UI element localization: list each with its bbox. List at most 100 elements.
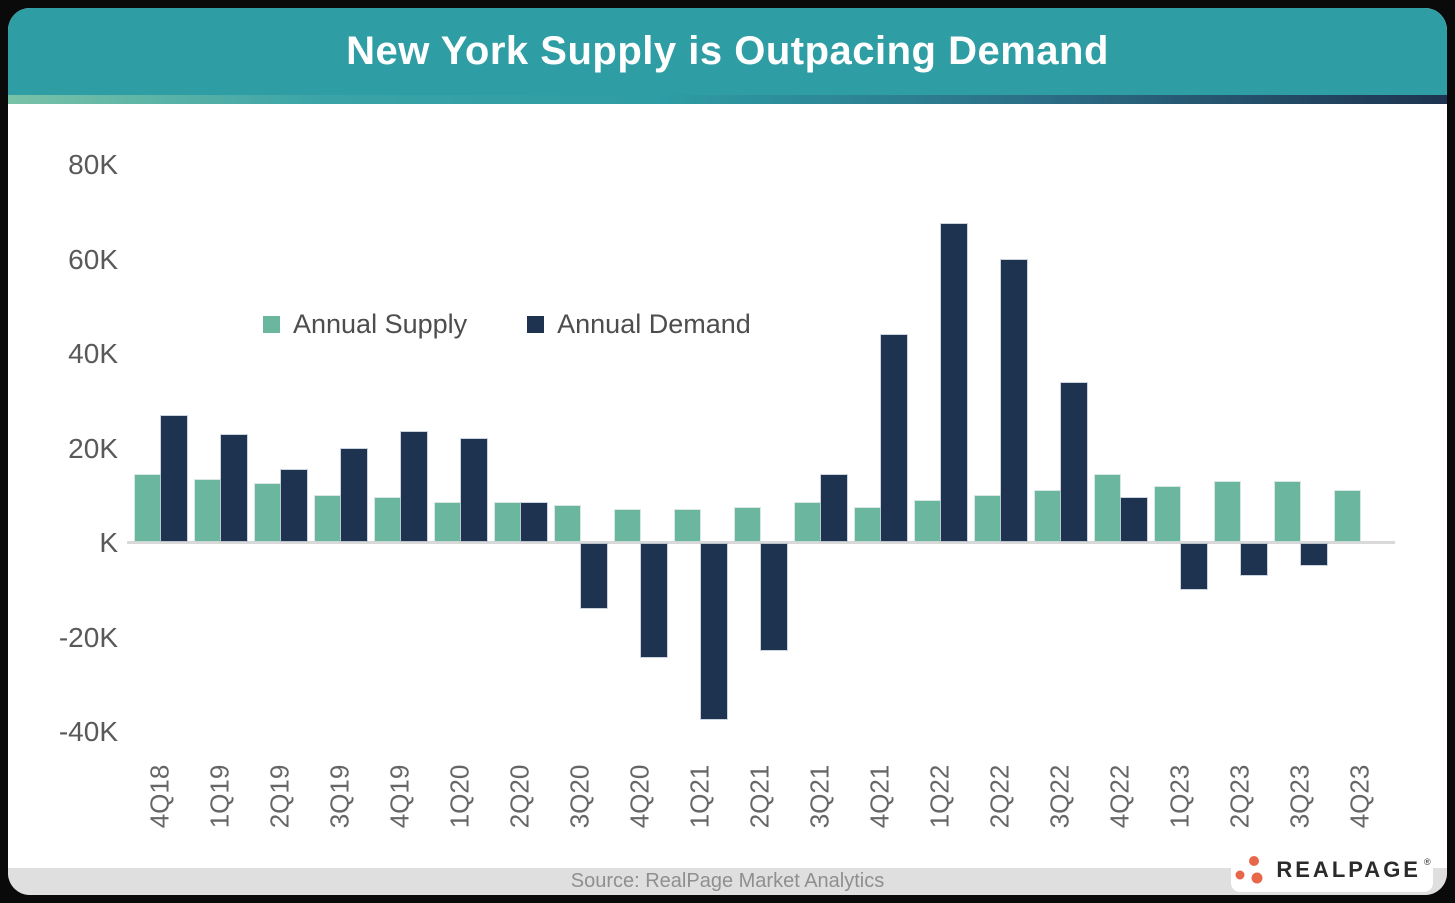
demand-bar-4q22 — [1121, 498, 1147, 541]
x-tick-label: 1Q23 — [1164, 764, 1195, 828]
source-text: Source: RealPage Market Analytics — [570, 870, 885, 892]
supply-swatch-icon — [263, 316, 280, 333]
quarter-group-2q22: 2Q22 — [970, 104, 1030, 868]
supply-bar-4q19 — [375, 498, 400, 541]
demand-bar-3q22 — [1061, 382, 1087, 541]
demand-bar-3q20 — [581, 544, 607, 608]
y-tick-label: 80K — [68, 149, 118, 180]
supply-bar-1q19 — [195, 479, 220, 541]
x-tick-label: 2Q21 — [744, 764, 775, 828]
quarter-group-1q21: 1Q21 — [670, 104, 730, 868]
demand-bar-1q21 — [701, 544, 727, 719]
x-tick-label: 4Q22 — [1104, 764, 1135, 828]
title-bar: New York Supply is Outpacing Demand — [8, 8, 1447, 95]
supply-bar-1q23 — [1155, 486, 1180, 541]
supply-bar-4q20 — [615, 510, 640, 541]
supply-bar-2q23 — [1215, 481, 1240, 541]
y-tick-label: 60K — [68, 243, 118, 275]
x-tick-label: 1Q20 — [444, 764, 475, 828]
realpage-logo: REALPAGE ® — [1231, 848, 1433, 892]
x-tick-label: 2Q19 — [264, 764, 295, 828]
demand-bar-1q22 — [941, 224, 967, 541]
quarter-group-4q18: 4Q18 — [130, 104, 190, 868]
x-axis-line — [127, 541, 1395, 544]
quarter-group-4q19: 4Q19 — [370, 104, 430, 868]
demand-bar-3q21 — [821, 474, 847, 541]
quarter-group-2q19: 2Q19 — [250, 104, 310, 868]
y-tick-label: K — [99, 527, 118, 558]
demand-bar-2q23 — [1241, 544, 1267, 575]
legend-item-supply: Annual Supply — [263, 309, 467, 340]
quarter-group-3q19: 3Q19 — [310, 104, 370, 868]
demand-bar-4q20 — [641, 544, 667, 658]
demand-bar-3q19 — [341, 448, 367, 541]
quarter-group-3q21: 3Q21 — [790, 104, 850, 868]
demand-bar-1q20 — [461, 439, 487, 541]
trademark-symbol: ® — [1423, 857, 1431, 867]
x-tick-label: 1Q19 — [204, 764, 235, 828]
quarter-group-1q20: 1Q20 — [430, 104, 490, 868]
gradient-divider — [8, 95, 1447, 104]
quarter-group-2q21: 2Q21 — [730, 104, 790, 868]
chart-area: 80K 60K 40K 20K K -20K -40K Annual Supply Annu… — [8, 104, 1447, 868]
supply-bar-2q22 — [975, 496, 1000, 541]
demand-swatch-icon — [527, 316, 545, 333]
supply-bar-3q20 — [555, 505, 580, 541]
x-tick-label: 3Q19 — [324, 764, 355, 828]
x-tick-label: 4Q20 — [624, 764, 655, 828]
demand-bar-2q20 — [521, 503, 547, 541]
supply-bar-4q18 — [135, 474, 160, 541]
page-title: New York Supply is Outpacing Demand — [346, 29, 1109, 73]
supply-bar-2q19 — [255, 484, 280, 541]
demand-bar-1q19 — [221, 434, 247, 541]
x-tick-label: 2Q22 — [984, 764, 1015, 828]
x-tick-label: 4Q23 — [1344, 764, 1375, 828]
quarter-group-2q23: 2Q23 — [1210, 104, 1270, 868]
quarter-group-4q23: 4Q23 — [1330, 104, 1390, 868]
realpage-logo-text: REALPAGE — [1276, 857, 1421, 882]
supply-bar-4q23 — [1335, 491, 1360, 541]
demand-bar-2q22 — [1001, 259, 1027, 541]
supply-bar-3q23 — [1275, 481, 1300, 541]
demand-bar-4q19 — [401, 432, 427, 541]
quarter-group-4q20: 4Q20 — [610, 104, 670, 868]
supply-bar-2q20 — [495, 503, 520, 541]
supply-bar-4q22 — [1095, 474, 1120, 541]
quarter-group-1q23: 1Q23 — [1150, 104, 1210, 868]
x-tick-label: 3Q23 — [1284, 764, 1315, 828]
legend-label-supply: Annual Supply — [293, 309, 468, 339]
x-tick-label: 1Q21 — [684, 764, 715, 828]
demand-bar-2q21 — [761, 544, 787, 651]
quarter-group-3q23: 3Q23 — [1270, 104, 1330, 868]
x-tick-label: 4Q21 — [864, 764, 895, 828]
x-tick-label: 3Q20 — [564, 764, 595, 828]
demand-bar-1q23 — [1181, 544, 1207, 589]
demand-bar-4q18 — [161, 415, 187, 541]
y-tick-label: 20K — [68, 432, 118, 464]
realpage-dots-icon — [1235, 856, 1263, 884]
bar-plot: 4Q18 1Q19 2Q19 3Q19 4Q19 1Q20 2Q20 3Q20 4Q20 1Q21… — [130, 104, 1390, 868]
demand-bar-3q23 — [1301, 544, 1327, 566]
quarter-group-1q19: 1Q19 — [190, 104, 250, 868]
chart-card: New York Supply is Outpacing Demand 80K 6… — [8, 8, 1447, 895]
supply-bar-3q19 — [315, 496, 340, 541]
quarter-group-3q22: 3Q22 — [1030, 104, 1090, 868]
supply-bar-3q21 — [795, 503, 820, 541]
legend-label-demand: Annual Demand — [557, 309, 751, 339]
y-tick-label: -40K — [58, 716, 118, 747]
quarter-group-4q21: 4Q21 — [850, 104, 910, 868]
demand-bar-2q19 — [281, 470, 307, 541]
supply-bar-1q20 — [435, 503, 460, 541]
supply-bar-3q22 — [1035, 491, 1060, 541]
demand-bar-4q21 — [881, 335, 907, 541]
quarter-group-3q20: 3Q20 — [550, 104, 610, 868]
quarter-group-4q22: 4Q22 — [1090, 104, 1150, 868]
x-tick-label: 4Q19 — [384, 764, 415, 828]
supply-bar-2q21 — [735, 507, 760, 541]
supply-bar-1q21 — [675, 510, 700, 541]
quarter-group-1q22: 1Q22 — [910, 104, 970, 868]
chart-legend: Annual Supply Annual Demand — [263, 309, 751, 340]
supply-bar-4q21 — [855, 507, 880, 541]
x-tick-label: 4Q18 — [144, 764, 175, 828]
y-tick-label: 40K — [68, 338, 118, 369]
